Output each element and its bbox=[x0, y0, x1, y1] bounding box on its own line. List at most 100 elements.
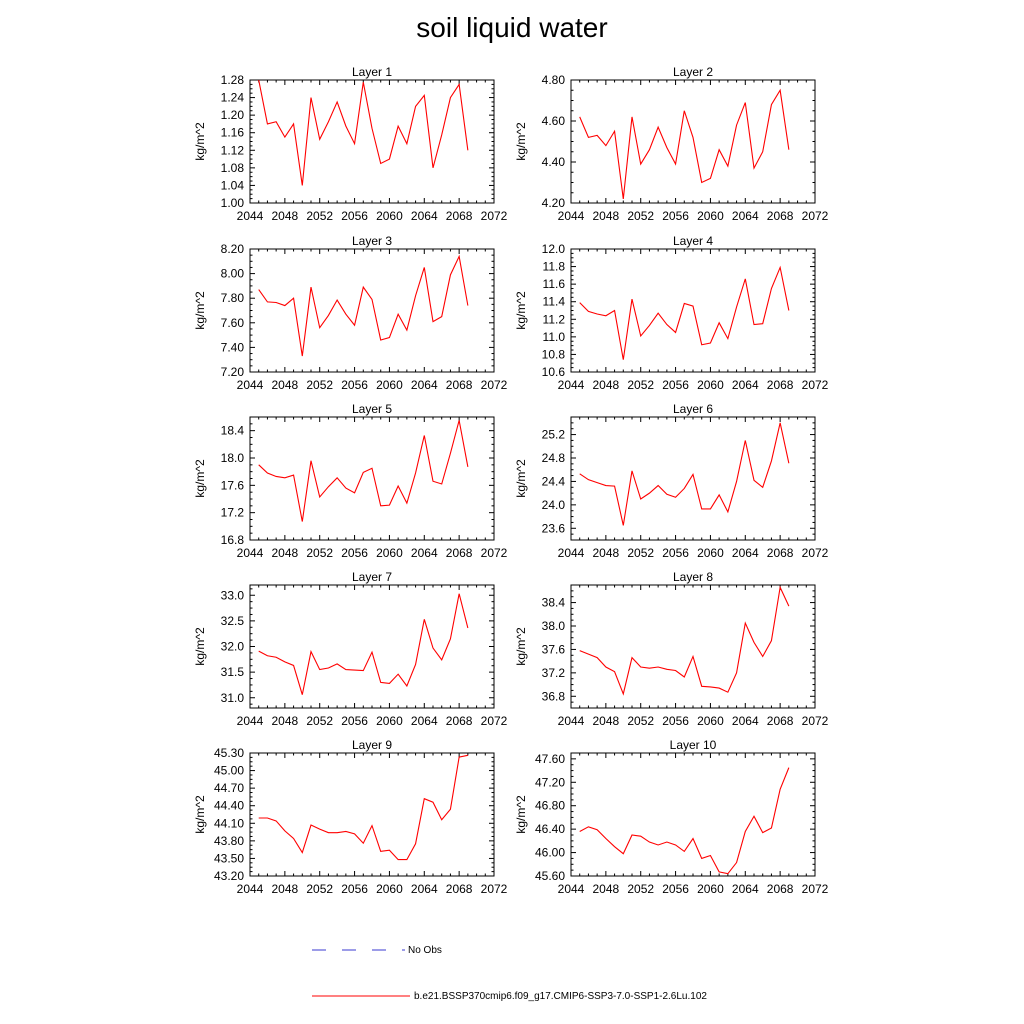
panel-title: Layer 3 bbox=[352, 234, 392, 248]
y-tick-label: 1.12 bbox=[221, 143, 245, 157]
x-tick-label: 2064 bbox=[732, 378, 759, 392]
x-tick-label: 2060 bbox=[697, 378, 724, 392]
x-tick-label: 2044 bbox=[558, 546, 585, 560]
x-tick-label: 2056 bbox=[341, 209, 368, 223]
x-tick-label: 2064 bbox=[732, 882, 759, 896]
y-tick-label: 46.00 bbox=[535, 846, 565, 860]
y-tick-label: 24.4 bbox=[542, 474, 566, 488]
x-tick-label: 2068 bbox=[767, 714, 794, 728]
y-tick-label: 4.40 bbox=[542, 155, 566, 169]
y-tick-label: 45.00 bbox=[214, 764, 244, 778]
y-tick-label: 24.0 bbox=[542, 498, 566, 512]
x-tick-label: 2072 bbox=[481, 546, 508, 560]
panel-title: Layer 5 bbox=[352, 402, 392, 416]
x-tick-label: 2060 bbox=[376, 546, 403, 560]
x-tick-label: 2044 bbox=[558, 714, 585, 728]
panel-title: Layer 1 bbox=[352, 65, 392, 79]
y-tick-label: 45.30 bbox=[214, 746, 244, 760]
x-tick-label: 2064 bbox=[732, 714, 759, 728]
x-tick-label: 2064 bbox=[411, 714, 438, 728]
y-tick-label: 10.6 bbox=[542, 365, 566, 379]
x-tick-label: 2052 bbox=[306, 209, 333, 223]
series-line bbox=[258, 593, 469, 695]
x-tick-label: 2044 bbox=[237, 209, 264, 223]
x-tick-label: 2064 bbox=[411, 209, 438, 223]
plot-frame bbox=[570, 248, 816, 373]
y-tick-label: 25.2 bbox=[542, 428, 566, 442]
x-tick-label: 2060 bbox=[697, 882, 724, 896]
x-tick-label: 2068 bbox=[767, 882, 794, 896]
x-tick-label: 2044 bbox=[558, 378, 585, 392]
series-line bbox=[579, 88, 790, 199]
panel-title: Layer 6 bbox=[673, 402, 713, 416]
y-tick-label: 44.10 bbox=[214, 816, 244, 830]
x-tick-label: 2064 bbox=[411, 882, 438, 896]
y-tick-label: 8.20 bbox=[221, 242, 245, 256]
x-tick-label: 2048 bbox=[593, 209, 620, 223]
x-tick-label: 2060 bbox=[697, 714, 724, 728]
y-tick-label: 46.40 bbox=[535, 822, 565, 836]
y-tick-label: 7.80 bbox=[221, 291, 245, 305]
chart-panel-2: Layer 2 kg/m^2 2044 2048 2052 2056 2060 2064 206… bbox=[514, 65, 829, 223]
y-tick-label: 31.5 bbox=[221, 665, 245, 679]
x-tick-label: 2064 bbox=[411, 546, 438, 560]
y-tick-label: 44.70 bbox=[214, 781, 244, 795]
series-line bbox=[258, 254, 469, 357]
x-tick-label: 2056 bbox=[341, 378, 368, 392]
x-tick-label: 2072 bbox=[481, 714, 508, 728]
x-tick-label: 2044 bbox=[237, 714, 264, 728]
y-tick-label: 11.4 bbox=[543, 295, 566, 309]
x-tick-label: 2056 bbox=[662, 714, 689, 728]
y-tick-label: 37.2 bbox=[542, 666, 566, 680]
y-tick-label: 12.0 bbox=[542, 242, 566, 256]
y-tick-label: 37.6 bbox=[542, 642, 566, 656]
series-line bbox=[579, 422, 790, 526]
y-tick-label: 1.00 bbox=[221, 196, 245, 210]
x-tick-label: 2060 bbox=[376, 714, 403, 728]
y-tick-label: 38.0 bbox=[542, 619, 566, 633]
plot-frame bbox=[570, 79, 816, 204]
chart-panel-6: Layer 6 kg/m^2 2044 2048 2052 2056 2060 2064 206… bbox=[514, 402, 829, 560]
x-tick-label: 2068 bbox=[446, 378, 473, 392]
y-tick-label: 17.6 bbox=[221, 478, 245, 492]
x-tick-label: 2064 bbox=[732, 546, 759, 560]
x-tick-label: 2052 bbox=[306, 714, 333, 728]
y-axis-label: kg/m^2 bbox=[514, 459, 528, 498]
y-tick-label: 43.80 bbox=[214, 834, 244, 848]
figure-title: soil liquid water bbox=[416, 12, 608, 43]
y-tick-label: 45.60 bbox=[535, 869, 565, 883]
x-tick-label: 2068 bbox=[767, 546, 794, 560]
y-tick-label: 8.00 bbox=[221, 267, 245, 281]
y-tick-label: 7.20 bbox=[221, 365, 245, 379]
y-tick-label: 11.8 bbox=[543, 260, 566, 274]
y-tick-label: 4.80 bbox=[542, 73, 566, 87]
x-tick-label: 2064 bbox=[411, 378, 438, 392]
x-tick-label: 2064 bbox=[732, 209, 759, 223]
x-tick-label: 2056 bbox=[341, 882, 368, 896]
series-line bbox=[579, 767, 790, 875]
x-tick-label: 2052 bbox=[306, 378, 333, 392]
y-tick-label: 38.4 bbox=[542, 596, 566, 610]
x-tick-label: 2052 bbox=[306, 546, 333, 560]
y-tick-label: 16.8 bbox=[221, 533, 245, 547]
plot-frame bbox=[570, 584, 816, 709]
x-tick-label: 2056 bbox=[341, 546, 368, 560]
y-tick-label: 44.40 bbox=[214, 799, 244, 813]
panel-title: Layer 4 bbox=[673, 234, 713, 248]
y-tick-label: 7.40 bbox=[221, 340, 245, 354]
x-tick-label: 2068 bbox=[767, 378, 794, 392]
x-tick-label: 2044 bbox=[237, 546, 264, 560]
panel-title: Layer 10 bbox=[670, 738, 717, 752]
y-tick-label: 23.6 bbox=[542, 521, 566, 535]
y-tick-label: 47.20 bbox=[535, 775, 565, 789]
panel-title: Layer 8 bbox=[673, 570, 713, 584]
x-tick-label: 2060 bbox=[376, 209, 403, 223]
x-tick-label: 2060 bbox=[376, 378, 403, 392]
y-tick-label: 4.60 bbox=[542, 114, 566, 128]
legend: No Obs b.e21.BSSP370cmip6.f09_g17.CMIP6-… bbox=[312, 945, 707, 1002]
plot-frame bbox=[249, 248, 495, 373]
x-tick-label: 2052 bbox=[627, 209, 654, 223]
y-axis-label: kg/m^2 bbox=[514, 627, 528, 666]
x-tick-label: 2048 bbox=[272, 546, 299, 560]
